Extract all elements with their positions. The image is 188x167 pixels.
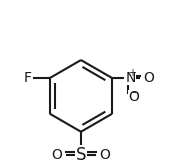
Text: +: + <box>128 68 136 78</box>
Text: −: − <box>131 88 139 98</box>
Text: O: O <box>144 71 155 85</box>
Text: O: O <box>100 148 111 161</box>
Text: O: O <box>128 90 139 104</box>
Text: N: N <box>126 71 136 85</box>
Text: F: F <box>24 71 32 85</box>
Text: O: O <box>51 148 62 161</box>
Text: S: S <box>76 146 86 163</box>
